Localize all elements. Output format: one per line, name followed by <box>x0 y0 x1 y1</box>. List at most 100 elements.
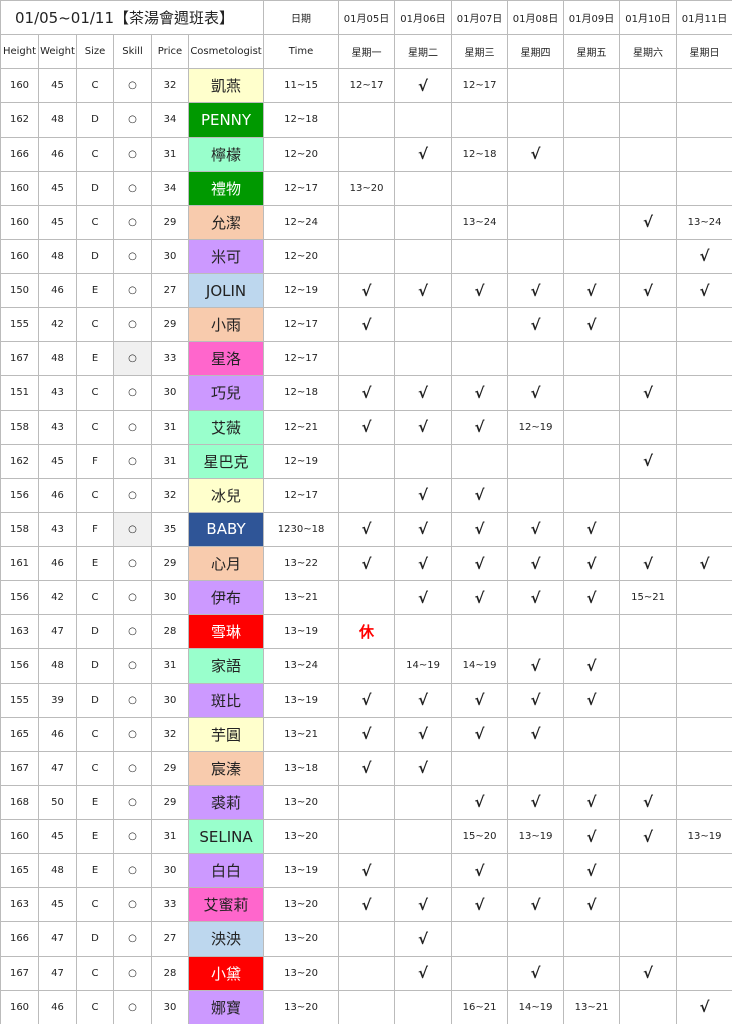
cell: 48 <box>38 238 77 275</box>
cell: C <box>76 136 114 172</box>
day-cell: √ <box>338 750 396 786</box>
column-header: Weight <box>38 34 77 70</box>
day-cell <box>507 68 565 104</box>
cell: 162 <box>0 443 39 479</box>
cell: 160 <box>0 68 39 104</box>
cell: ○ <box>113 68 152 104</box>
day-cell: √ <box>338 716 396 752</box>
day-cell <box>338 784 396 821</box>
day-cell: √ <box>507 545 565 582</box>
day-cell <box>451 238 509 275</box>
day-cell: √ <box>507 272 565 309</box>
day-cell <box>394 238 453 275</box>
day-cell <box>394 443 453 479</box>
cosmetologist: 白白 <box>187 853 265 889</box>
cell: 45 <box>38 170 77 206</box>
cell: E <box>76 341 114 377</box>
day-cell <box>507 102 565 138</box>
cell: E <box>76 272 114 309</box>
day-cell <box>619 716 678 752</box>
day-cell: √ <box>676 545 732 582</box>
cell: 13~20 <box>263 784 340 821</box>
cell: 166 <box>0 136 39 172</box>
day-cell: √ <box>394 375 453 411</box>
cosmetologist: 泱泱 <box>187 921 265 957</box>
day-cell <box>619 170 678 206</box>
day-cell: √ <box>338 682 396 718</box>
cell: 46 <box>38 989 77 1024</box>
day-cell: √ <box>563 307 621 343</box>
weekday: 星期一 <box>338 34 396 70</box>
day-cell: 13~20 <box>338 170 396 206</box>
cell: E <box>76 545 114 582</box>
column-header: Size <box>76 34 114 70</box>
cell: D <box>76 238 114 275</box>
cell: ○ <box>113 511 152 548</box>
day-cell <box>619 614 678 650</box>
cell: 45 <box>38 443 77 479</box>
day-cell <box>563 716 621 752</box>
cosmetologist: 米可 <box>187 238 265 275</box>
day-cell: √ <box>338 853 396 889</box>
date: 01月11日 <box>676 0 732 36</box>
day-cell: √ <box>507 955 565 991</box>
day-cell: 13~19 <box>676 818 732 855</box>
cell: 48 <box>38 341 77 377</box>
day-cell: 13~24 <box>451 204 509 240</box>
cell: 30 <box>151 989 189 1024</box>
day-cell <box>394 784 453 821</box>
day-cell <box>563 443 621 479</box>
data-row: 151 43 C ○ 30 巧兒 12~18 √ √ √ √ √ <box>0 375 732 411</box>
day-cell <box>676 307 732 343</box>
day-cell <box>563 375 621 411</box>
day-cell <box>563 614 621 650</box>
day-cell <box>619 307 678 343</box>
data-row: 158 43 F ○ 35 BABY 1230~18 √ √ √ √ √ <box>0 511 732 548</box>
day-cell <box>619 136 678 172</box>
day-cell: √ <box>619 443 678 479</box>
day-cell: √ <box>563 784 621 821</box>
day-cell: 休 <box>338 614 396 650</box>
day-cell: √ <box>619 375 678 411</box>
cell: 48 <box>38 853 77 889</box>
cell: 29 <box>151 784 189 821</box>
data-row: 162 48 D ○ 34 PENNY 12~18 <box>0 102 732 138</box>
cell: 47 <box>38 614 77 650</box>
cell: 30 <box>151 238 189 275</box>
cell: 31 <box>151 409 189 445</box>
day-cell <box>338 818 396 855</box>
day-cell: √ <box>619 955 678 991</box>
cosmetologist: 禮物 <box>187 170 265 206</box>
day-cell <box>394 307 453 343</box>
column-header: Time <box>263 34 340 70</box>
data-row: 167 48 E ○ 33 星洛 12~17 <box>0 341 732 377</box>
day-cell <box>676 511 732 548</box>
day-cell: √ <box>394 545 453 582</box>
day-cell <box>338 989 396 1024</box>
cell: 31 <box>151 818 189 855</box>
data-row: 156 42 C ○ 30 伊布 13~21 √ √ √ √ 15~21 <box>0 580 732 616</box>
day-cell <box>563 204 621 240</box>
cosmetologist: 艾薇 <box>187 409 265 445</box>
day-cell: √ <box>563 682 621 718</box>
cell: 12~19 <box>263 443 340 479</box>
cell: 168 <box>0 784 39 821</box>
cell: 12~17 <box>263 341 340 377</box>
cell: C <box>76 750 114 786</box>
cell: F <box>76 443 114 479</box>
cell: 46 <box>38 272 77 309</box>
cell: ○ <box>113 477 152 513</box>
day-cell <box>394 170 453 206</box>
day-cell <box>338 648 396 684</box>
day-cell <box>676 784 732 821</box>
day-cell <box>507 238 565 275</box>
day-cell: √ <box>394 682 453 718</box>
day-cell: √ <box>507 307 565 343</box>
date: 01月08日 <box>507 0 565 36</box>
cell: 161 <box>0 545 39 582</box>
cell: 50 <box>38 784 77 821</box>
day-cell: √ <box>676 238 732 275</box>
day-cell: √ <box>507 511 565 548</box>
